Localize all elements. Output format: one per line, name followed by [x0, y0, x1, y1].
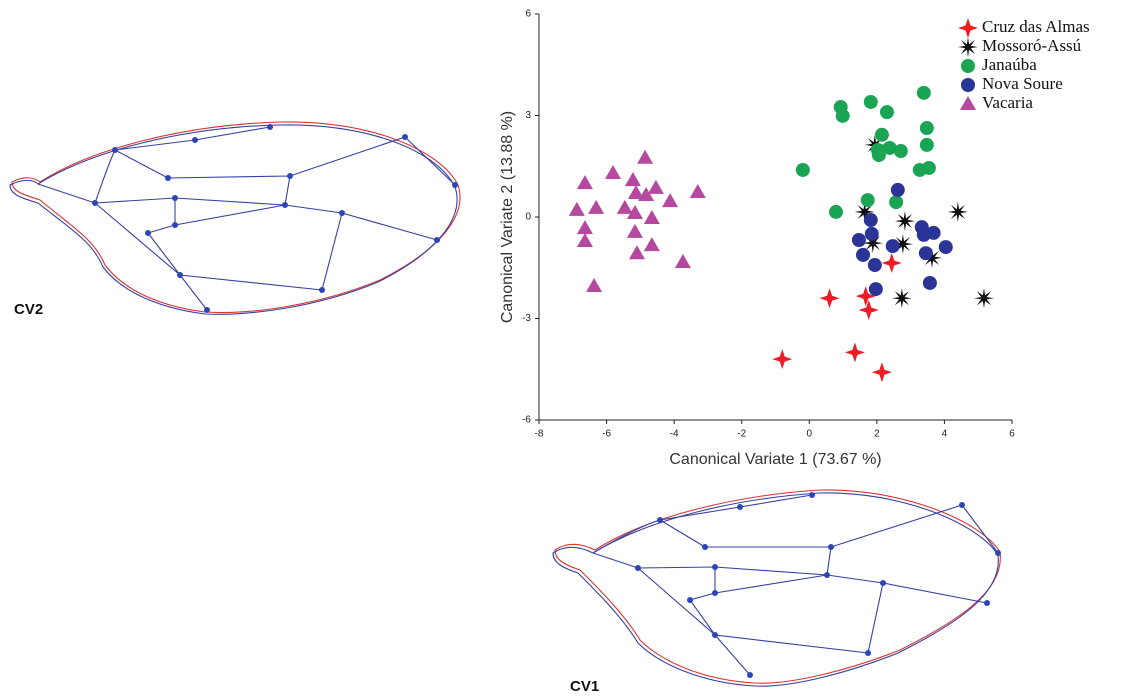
point [864, 95, 878, 109]
point [675, 254, 691, 268]
point [796, 163, 810, 177]
figure: CV2 CV1 -8 -6 -4 -2 0 2 4 6 -6 -3 0 3 6 Canonical Var… [0, 0, 1126, 698]
legend-marker [961, 59, 975, 73]
point [875, 128, 889, 142]
point [577, 220, 593, 234]
legend-marker [958, 37, 978, 57]
wing-diagram [553, 490, 1001, 686]
point [648, 180, 664, 194]
y-tick-label: -6 [522, 415, 531, 426]
point [586, 278, 602, 292]
point [820, 288, 840, 308]
point [569, 202, 585, 216]
point [829, 205, 843, 219]
point [974, 288, 994, 308]
point [880, 105, 894, 119]
point [920, 138, 934, 152]
x-axis-label: Canonical Variate 1 (73.67 %) [669, 451, 881, 468]
point [894, 144, 908, 158]
wing-diagram [10, 122, 460, 314]
x-tick-label: -4 [670, 429, 679, 440]
point [917, 86, 931, 100]
x-tick-label: 6 [1009, 429, 1015, 440]
x-tick-label: -8 [535, 429, 544, 440]
point [577, 233, 593, 247]
wing-label: CV2 [14, 301, 43, 318]
point [922, 161, 936, 175]
point [856, 248, 870, 262]
legend-marker [960, 96, 976, 110]
y-axis-label: Canonical Variate 2 (13.88 %) [499, 111, 516, 323]
legend-label: Cruz das Almas [982, 17, 1090, 36]
point [882, 253, 902, 273]
point [845, 342, 865, 362]
x-tick-label: 2 [874, 429, 880, 440]
y-tick-label: -3 [522, 313, 531, 324]
legend-label: Mossoró-Assú [982, 36, 1082, 55]
y-tick-label: 6 [525, 9, 531, 20]
wing-label: CV1 [570, 678, 599, 695]
point [627, 224, 643, 238]
point [772, 349, 792, 369]
point [895, 211, 915, 231]
legend-label: Vacaria [982, 93, 1033, 112]
point [690, 184, 706, 198]
point [927, 226, 941, 240]
legend-label: Janaúba [982, 55, 1037, 74]
point [923, 276, 937, 290]
point [864, 213, 878, 227]
point [869, 282, 883, 296]
point [872, 362, 892, 382]
point [889, 195, 903, 209]
point [859, 300, 879, 320]
point [865, 227, 879, 241]
y-tick-label: 0 [525, 212, 531, 223]
point [948, 202, 968, 222]
point [920, 121, 934, 135]
point [625, 172, 641, 186]
point [892, 288, 912, 308]
x-tick-label: 4 [942, 429, 948, 440]
point [629, 245, 645, 259]
y-tick-label: 3 [525, 110, 531, 121]
point [919, 246, 933, 260]
point [852, 233, 866, 247]
point [577, 175, 593, 189]
x-tick-label: -6 [602, 429, 611, 440]
legend-marker [958, 18, 978, 38]
point [644, 237, 660, 251]
point [868, 258, 882, 272]
point [836, 109, 850, 123]
point [644, 210, 660, 224]
point [861, 193, 875, 207]
point [588, 200, 604, 214]
x-tick-label: -2 [737, 429, 746, 440]
point [617, 200, 633, 214]
legend-marker [961, 78, 975, 92]
point [886, 239, 900, 253]
point [891, 183, 905, 197]
legend-label: Nova Soure [982, 74, 1063, 93]
point [605, 165, 621, 179]
x-tick-label: 0 [807, 429, 813, 440]
point [662, 193, 678, 207]
chart: CV2 CV1 -8 -6 -4 -2 0 2 4 6 -6 -3 0 3 6 Canonical Var… [0, 0, 1126, 698]
point [939, 240, 953, 254]
point [637, 150, 653, 164]
